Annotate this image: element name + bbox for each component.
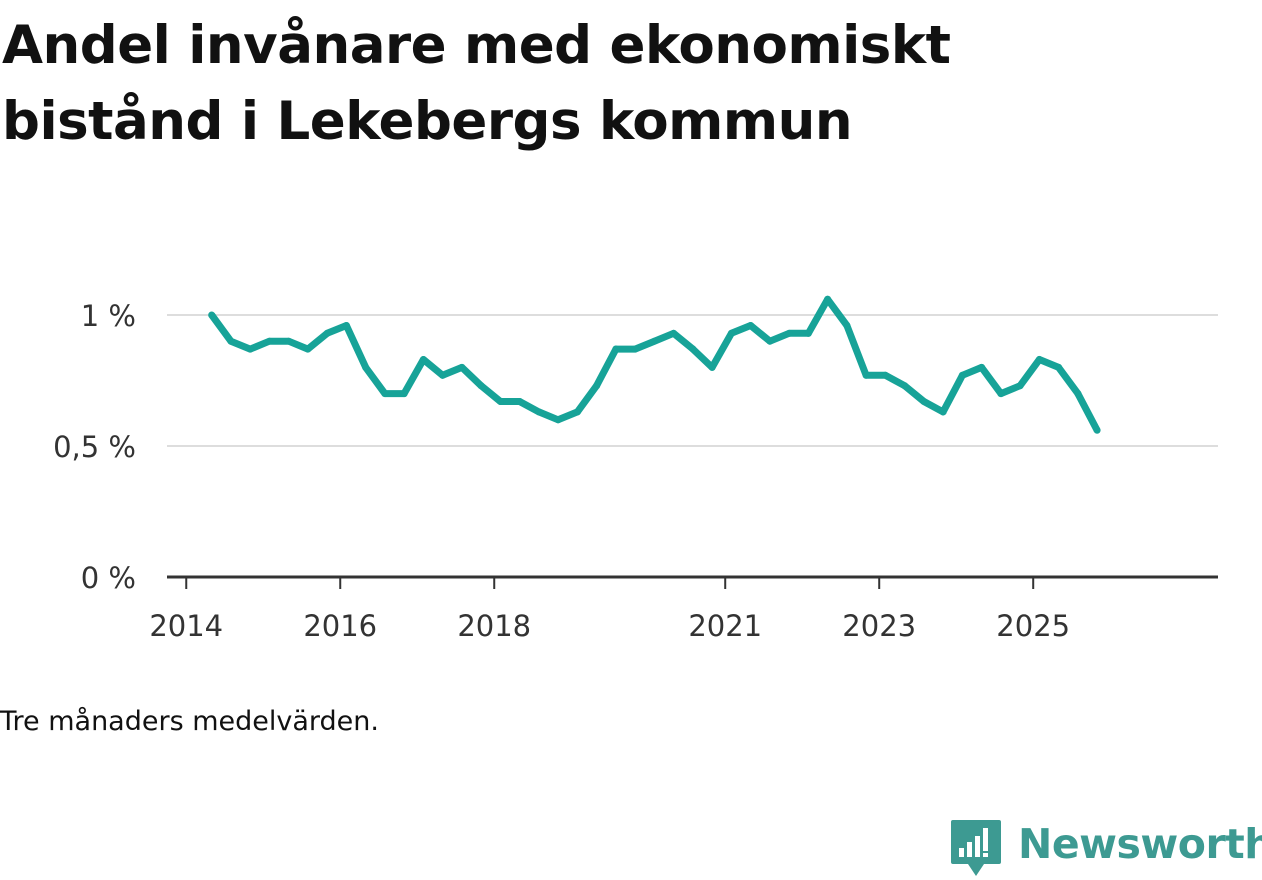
data-point: [285, 337, 293, 345]
y-tick-label: 1 %: [81, 299, 136, 333]
x-tick-label: 2023: [842, 609, 916, 643]
newsworthy-logo-text: Newsworthy: [1018, 820, 1262, 868]
data-point: [650, 337, 658, 345]
data-point: [477, 382, 485, 390]
data-point: [785, 329, 793, 337]
x-tick-label: 2014: [149, 609, 223, 643]
data-point: [381, 390, 389, 398]
data-point: [1055, 363, 1063, 371]
data-point: [631, 345, 639, 353]
data-point: [573, 408, 581, 416]
data-point: [689, 345, 697, 353]
series-line: [208, 295, 1101, 432]
y-tick-label: 0 %: [81, 561, 136, 595]
x-axis: 2014 2016 2018 2021 2023 2025: [149, 575, 1218, 643]
data-point: [612, 345, 620, 353]
line-chart: 0 % 0,5 % 1 % 2014 2016 2018 2021 2023 2025: [53, 295, 1218, 643]
data-point: [496, 397, 504, 405]
data-point: [227, 337, 235, 345]
data-point: [727, 329, 735, 337]
data-point: [708, 363, 716, 371]
data-point: [1016, 382, 1024, 390]
data-point: [593, 382, 601, 390]
chart-title: Andel invånare med ekonomiskt bistånd i …: [2, 15, 951, 152]
x-tick-label: 2025: [996, 609, 1070, 643]
data-point: [843, 321, 851, 329]
data-point: [535, 408, 543, 416]
data-point: [824, 295, 832, 303]
data-point: [1035, 356, 1043, 364]
data-point: [342, 321, 350, 329]
chart-caption: Tre månaders medelvärden.: [0, 706, 379, 737]
data-point: [362, 363, 370, 371]
x-tick-label: 2016: [303, 609, 377, 643]
data-point: [901, 382, 909, 390]
data-point: [1074, 390, 1082, 398]
data-point: [958, 371, 966, 379]
data-point: [670, 329, 678, 337]
data-point: [419, 356, 427, 364]
data-point: [920, 397, 928, 405]
data-point: [439, 371, 447, 379]
data-point: [246, 345, 254, 353]
data-point: [323, 329, 331, 337]
x-tick-label: 2018: [457, 609, 531, 643]
data-point: [516, 397, 524, 405]
data-point: [747, 321, 755, 329]
data-point: [804, 329, 812, 337]
data-point: [304, 345, 312, 353]
data-point: [1093, 426, 1101, 434]
newsworthy-logo[interactable]: Newsworthy: [950, 818, 1262, 880]
x-tick-label: 2021: [688, 609, 762, 643]
data-point: [400, 390, 408, 398]
y-tick-label: 0,5 %: [53, 430, 136, 464]
data-point: [997, 390, 1005, 398]
data-point: [554, 416, 562, 424]
data-point: [265, 337, 273, 345]
newsworthy-logo-icon: [951, 820, 1001, 876]
y-axis-ticks: 0 % 0,5 % 1 %: [53, 299, 136, 595]
grid-lines: [167, 314, 1218, 447]
data-point: [862, 371, 870, 379]
data-point: [458, 363, 466, 371]
series-layer: [208, 295, 1101, 434]
data-point: [208, 311, 216, 319]
data-point: [939, 408, 947, 416]
data-point: [766, 337, 774, 345]
data-point: [881, 371, 889, 379]
data-point: [978, 363, 986, 371]
